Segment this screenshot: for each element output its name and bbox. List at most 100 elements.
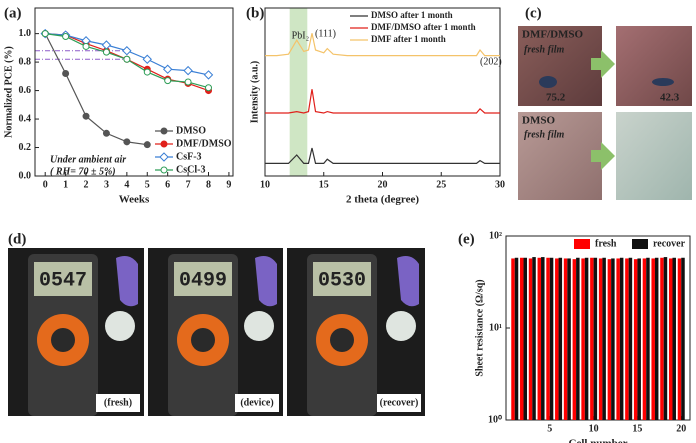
- bar: [668, 258, 673, 420]
- dial-knob: [191, 328, 215, 352]
- marker: [184, 78, 192, 86]
- droplet: [539, 76, 557, 88]
- marker: [101, 40, 112, 50]
- arrow: [591, 50, 615, 78]
- marker: [102, 48, 110, 56]
- arrow: [591, 142, 615, 170]
- legend-label: fresh: [595, 238, 617, 249]
- legend-marker: [160, 166, 168, 174]
- legend-label: recover: [653, 238, 686, 249]
- bar: [555, 258, 559, 420]
- series-line: [265, 33, 500, 57]
- legend-swatch: [574, 239, 590, 249]
- y-axis-title: Normalized PCE (%): [3, 46, 14, 138]
- marker: [41, 30, 49, 38]
- photo-note: fresh film: [524, 129, 565, 140]
- bar: [511, 258, 515, 420]
- panel-label: (e): [458, 231, 475, 247]
- photo-title: DMSO: [522, 115, 555, 127]
- bar: [567, 258, 571, 420]
- photo-panel-d: (d) 0547 (fresh) 0499 (device) 0530 (recover): [8, 231, 425, 416]
- caption-box: [96, 394, 140, 412]
- bar: [633, 259, 638, 420]
- photo: [518, 112, 602, 200]
- annotation: (202): [480, 56, 502, 67]
- lcd: [174, 262, 232, 296]
- bar: [672, 257, 676, 420]
- bar: [593, 257, 598, 420]
- legend-label: DMF/DMSO after 1 month: [371, 22, 476, 32]
- x-tick-label: 7: [186, 179, 191, 190]
- marker: [123, 55, 131, 63]
- y-axis-title: Intensity (a.u.): [249, 61, 260, 124]
- bar: [602, 257, 606, 420]
- lcd: [34, 262, 92, 296]
- y-tick-label: 0.0: [19, 170, 32, 181]
- y-tick-label: 1.0: [19, 28, 32, 39]
- sample: [105, 311, 135, 341]
- bar: [572, 259, 577, 420]
- series-line: [265, 147, 500, 164]
- lcd: [313, 262, 371, 296]
- x-tick-label: 25: [436, 179, 446, 190]
- marker: [82, 42, 90, 50]
- bar: [646, 257, 650, 420]
- legend-label: CsF-3: [176, 151, 202, 162]
- bar: [523, 257, 528, 420]
- panel-label: (a): [4, 5, 22, 21]
- marker: [205, 84, 213, 92]
- photo-title: DMF/DMSO: [522, 29, 584, 41]
- photo: [616, 26, 692, 106]
- marker: [62, 32, 70, 40]
- droplet: [652, 78, 674, 86]
- bar: [660, 257, 664, 420]
- bar: [563, 258, 568, 420]
- legend-label: CsCl-3: [176, 164, 205, 175]
- bar: [651, 258, 655, 420]
- marker: [164, 77, 172, 85]
- x-tick-label: 20: [676, 423, 686, 434]
- sample: [244, 311, 274, 341]
- plot-frame: [34, 7, 234, 177]
- bar: [616, 258, 620, 420]
- x-tick-label: 30: [495, 179, 505, 190]
- bar: [607, 259, 612, 420]
- lcd-reading: 0547: [39, 269, 87, 292]
- legend-marker: [160, 127, 168, 135]
- x-tick-label: 9: [226, 179, 231, 190]
- shade-label: PbI₂: [292, 30, 309, 41]
- photo: [518, 26, 602, 106]
- x-tick-label: 4: [124, 179, 129, 190]
- bar: [619, 257, 624, 420]
- contact-angle: 75.2: [546, 92, 566, 104]
- panel-label: (d): [8, 231, 26, 247]
- marker: [123, 138, 131, 146]
- caption-box: [235, 394, 279, 412]
- photo-panel-c: (c) DMF/DMSO fresh film 75.2 42.3 DMSO f…: [518, 5, 692, 200]
- panel-label: (c): [525, 5, 542, 21]
- bar: [537, 257, 542, 420]
- x-tick-label: 3: [104, 179, 109, 190]
- marker: [122, 46, 132, 56]
- x-tick-label: 6: [165, 179, 170, 190]
- marker: [143, 141, 151, 149]
- legend-label: DMSO: [176, 125, 206, 136]
- x-tick-label: 10: [260, 179, 270, 190]
- x-tick-label: 5: [547, 423, 552, 434]
- sample: [386, 311, 416, 341]
- annotation: Under ambient air: [50, 154, 126, 165]
- series-line: [265, 89, 500, 114]
- y-tick-label: 0.4: [19, 113, 32, 124]
- x-tick-label: 0: [43, 179, 48, 190]
- legend-label: DMF after 1 month: [371, 34, 446, 44]
- marker: [162, 64, 173, 74]
- x-tick-label: 15: [319, 179, 329, 190]
- lcd-reading: 0530: [318, 269, 366, 292]
- caption: (device): [240, 397, 273, 408]
- x-axis-title: Cell number: [569, 438, 628, 443]
- y-axis-title: Sheet resistance (Ω/sq): [474, 279, 485, 376]
- bar: [611, 258, 615, 420]
- bar: [528, 258, 533, 420]
- x-tick-label: 1: [63, 179, 68, 190]
- bar: [558, 257, 563, 420]
